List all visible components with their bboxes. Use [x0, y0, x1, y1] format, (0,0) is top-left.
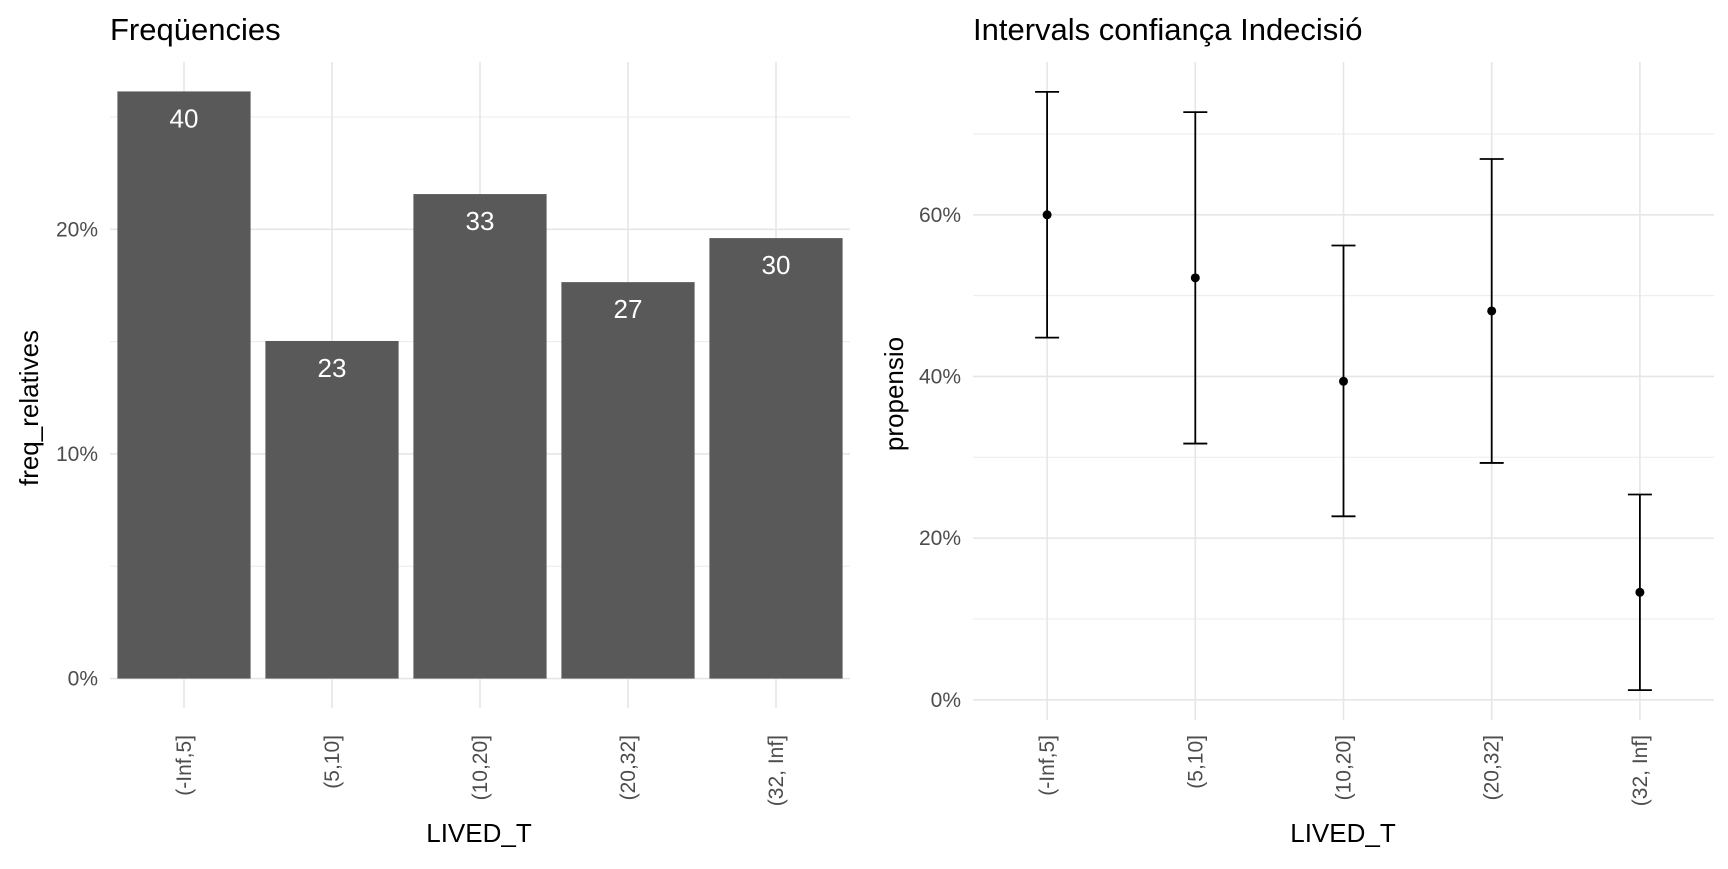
chart2-y-tick-label: 40%	[919, 365, 961, 388]
chart2-point	[1635, 587, 1645, 597]
chart1-bar-label: 27	[614, 294, 643, 324]
chart1-bar	[413, 194, 547, 679]
chart1-title: Freqüencies	[110, 12, 281, 47]
chart2-x-ticks: (-Inf,5] (5,10] (10,20] (20,32] (32, Inf]	[1036, 735, 1652, 806]
chart1-x-axis-title: LIVED_T	[426, 818, 532, 848]
chart2-x-tick-label: (10,20]	[1333, 735, 1356, 800]
chart1-x-ticks: (-Inf,5] (5,10] (10,20] (20,32] (32, Inf]	[173, 735, 788, 806]
chart2-title: Intervals confiança Indecisió	[973, 12, 1362, 47]
chart2-point	[1042, 210, 1052, 220]
chart2-x-tick-label: (20,32]	[1481, 735, 1504, 800]
chart1-bar-labels: 40 23 33 27 30	[170, 103, 791, 383]
chart2-y-ticks: 0% 20% 40% 60%	[919, 204, 961, 712]
chart2-point	[1190, 273, 1200, 283]
chart1-x-tick-label: (20,32]	[617, 735, 640, 800]
chart2-x-axis-title: LIVED_T	[1290, 818, 1396, 848]
chart2-point	[1487, 306, 1497, 316]
chart1-x-tick-label: (32, Inf]	[765, 735, 788, 806]
chart2-y-axis-title: propensio	[879, 337, 909, 451]
chart1-bar	[709, 238, 843, 679]
chart1-y-tick-label: 20%	[56, 218, 98, 241]
chart1-x-tick-label: (-Inf,5]	[173, 735, 196, 796]
chart1-x-tick-label: (5,10]	[321, 735, 344, 789]
chart1-bar	[265, 340, 399, 679]
chart2-y-tick-label: 0%	[931, 689, 961, 712]
chart1-bars	[117, 91, 843, 679]
chart1-bar-label: 30	[762, 250, 791, 280]
chart1-bar-label: 40	[170, 103, 199, 133]
chart1-y-tick-label: 0%	[68, 668, 98, 691]
chart1-bar	[117, 91, 251, 679]
chart1-bar-label: 23	[318, 353, 347, 383]
chart1-bar-label: 33	[466, 206, 495, 236]
chart2-points	[1042, 210, 1645, 597]
chart2-x-tick-label: (-Inf,5]	[1036, 735, 1059, 796]
chart2-x-tick-label: (32, Inf]	[1629, 735, 1652, 806]
chart2-y-tick-label: 20%	[919, 527, 961, 550]
chart2-y-tick-label: 60%	[919, 204, 961, 227]
chart2-x-tick-label: (5,10]	[1184, 735, 1207, 789]
chart1-bar	[561, 282, 695, 679]
chart1-y-ticks: 0% 10% 20%	[56, 218, 98, 690]
chart1-y-axis-title: freq_relatives	[14, 330, 44, 486]
chart2-point	[1339, 376, 1348, 386]
chart1-x-tick-label: (10,20]	[469, 735, 492, 800]
chart1-y-tick-label: 10%	[56, 443, 98, 466]
